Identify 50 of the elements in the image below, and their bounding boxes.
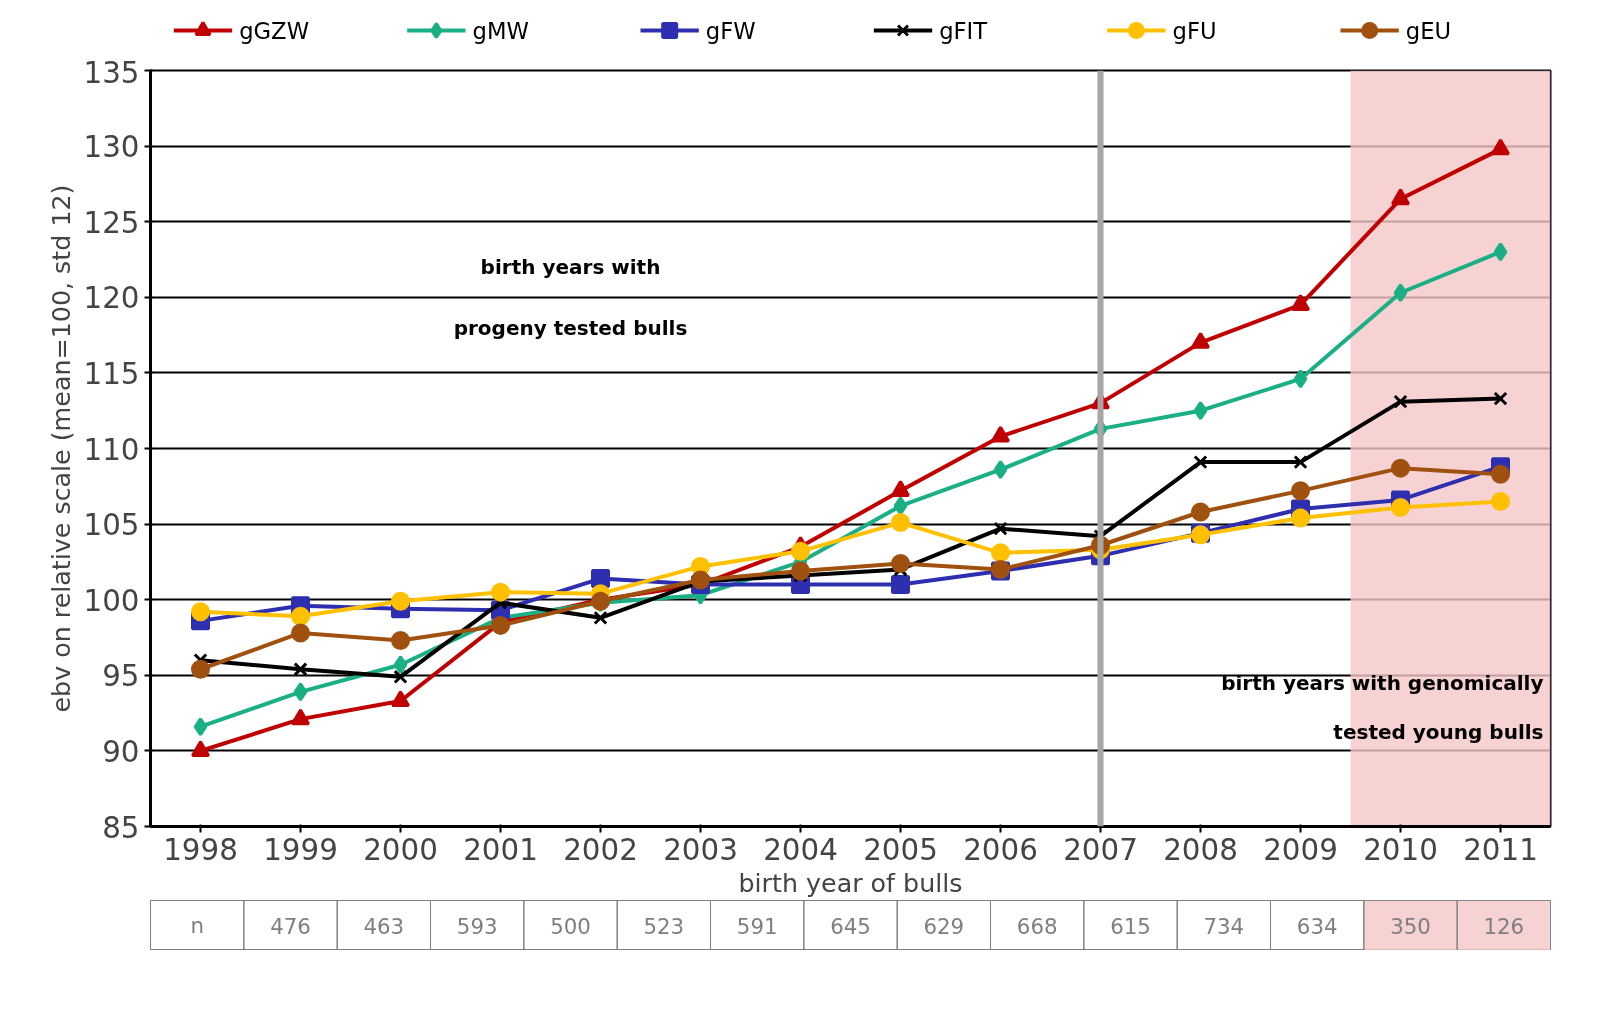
x-tick-label: 1998 — [163, 832, 238, 867]
text: 629 — [923, 913, 965, 939]
legend-label: gEU — [1405, 17, 1452, 44]
y-tick-label: 120 — [83, 281, 140, 316]
y-axis-title: ebv on relative scale (mean=100, std 12) — [45, 184, 76, 713]
y-tick-label: 125 — [83, 205, 140, 240]
x-tick-label: 2004 — [763, 832, 838, 867]
y-tick-label: 85 — [102, 810, 140, 845]
x-tick-label: 2006 — [963, 832, 1038, 867]
text: 350 — [1390, 913, 1431, 939]
x-tick-label: 2005 — [863, 832, 938, 867]
x-tick-label: 2002 — [563, 832, 638, 867]
text: 734 — [1203, 913, 1245, 939]
text: n — [190, 913, 204, 938]
legend-label: gFIT — [939, 17, 988, 44]
text: 126 — [1483, 913, 1525, 939]
x-tick-label: 2001 — [463, 832, 538, 867]
y-tick-label: 90 — [102, 734, 140, 769]
text: 476 — [270, 913, 311, 939]
text: 668 — [1016, 913, 1058, 939]
x-tick-label: 2008 — [1163, 832, 1238, 867]
legend-label: gFU — [1172, 17, 1217, 44]
text: 463 — [363, 913, 405, 939]
x-tick-label: 2010 — [1363, 832, 1438, 867]
legend-label: gGZW — [239, 17, 310, 44]
x-tick-label: 2007 — [1063, 832, 1138, 867]
y-tick-label: 95 — [102, 659, 140, 694]
text: 591 — [736, 913, 778, 939]
text: 593 — [456, 913, 498, 939]
x-axis-title: birth year of bulls — [738, 867, 963, 898]
legend-label: gMW — [472, 17, 529, 44]
text: 615 — [1110, 913, 1151, 939]
y-tick-label: 135 — [83, 55, 140, 90]
x-tick-label: 2000 — [363, 832, 438, 867]
legend-label: gFW — [705, 17, 756, 44]
text: birth years with genomically tested young bulls — [1221, 670, 1544, 744]
text: birth years with progeny tested bulls — [453, 255, 688, 340]
text: 500 — [550, 913, 591, 939]
y-tick-label: 105 — [83, 508, 140, 543]
x-tick-label: 2003 — [663, 832, 738, 867]
y-tick-label: 115 — [83, 356, 140, 391]
y-tick-label: 100 — [83, 583, 140, 618]
text: 645 — [830, 913, 871, 939]
x-tick-label: 1999 — [263, 832, 338, 867]
text: 523 — [643, 913, 685, 939]
y-tick-label: 130 — [83, 130, 140, 165]
x-tick-label: 2011 — [1463, 832, 1538, 867]
text: 634 — [1296, 913, 1338, 939]
x-tick-label: 2009 — [1263, 832, 1338, 867]
y-tick-label: 110 — [83, 432, 140, 467]
